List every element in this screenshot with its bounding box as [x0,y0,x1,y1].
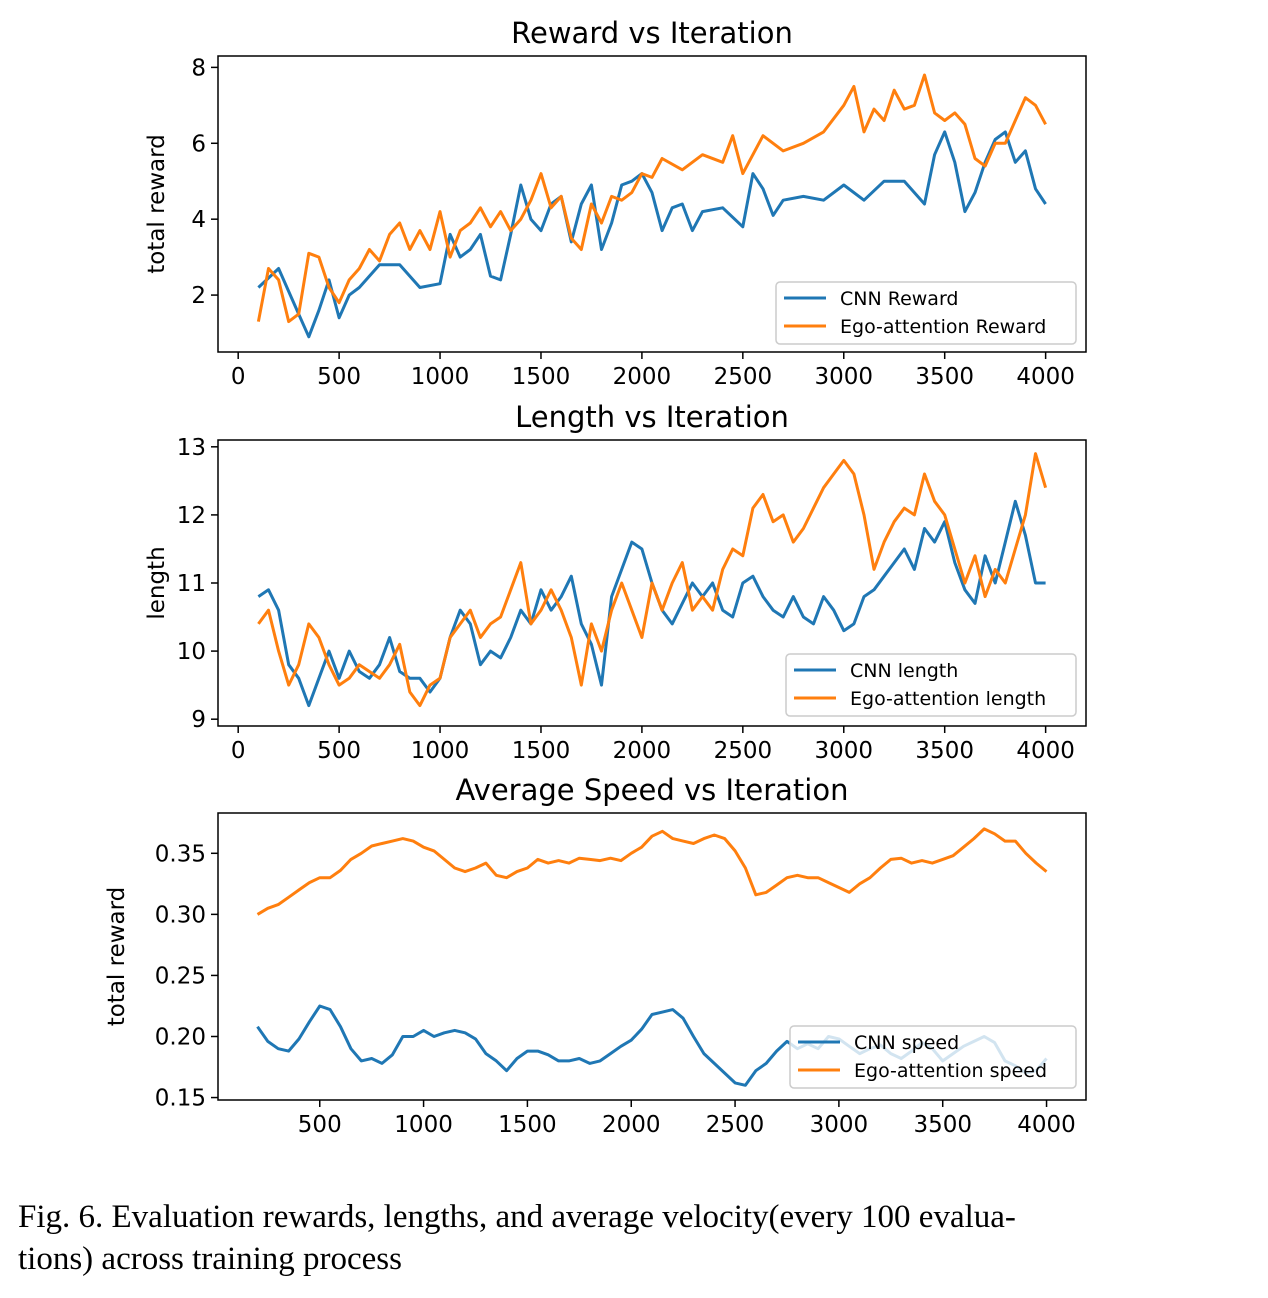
series-line-ego [256,827,1048,916]
x-tick-label: 2500 [706,1112,765,1138]
x-tick-label: 3000 [814,738,873,764]
x-tick-label: 500 [317,738,361,764]
y-tick-label: 4 [191,207,206,233]
y-tick-label: 0.15 [155,1086,206,1112]
legend-box [775,281,1077,345]
chart-panel-1: Reward vs Iteration 0 500 1000 1500 2000 2500 3… [144,16,1087,390]
legend-box [785,653,1077,717]
x-tick-label: 500 [317,364,361,390]
x-tick-label: 1500 [512,738,571,764]
legend-label: CNN length [850,660,958,682]
y-tick-label: 11 [177,571,206,597]
figure-caption: Fig. 6. Evaluation rewards, lengths, and… [18,1196,1258,1280]
x-tick-label: 3500 [915,364,974,390]
x-tick-label: 3000 [814,364,873,390]
x-tick-label: 4000 [1017,1112,1076,1138]
series-line-ego [257,452,1048,708]
x-tick-label: 2500 [714,738,773,764]
x-tick-label: 4000 [1016,738,1075,764]
legend-label: Ego-attention speed [854,1060,1047,1082]
x-tick-label: 1000 [411,738,470,764]
chart-panel-3: Average Speed vs Iteration 500 1000 1500 200… [104,773,1087,1138]
series-line-cnn [257,130,1047,339]
x-tick-label: 2000 [602,1112,661,1138]
y-tick-label: 9 [191,707,206,733]
y-tick-label: 13 [177,435,206,461]
y-tick-label: 0.20 [155,1024,206,1050]
legend-label: CNN speed [854,1032,959,1054]
y-axis-label: total reward [104,887,130,1027]
chart-title: Length vs Iteration [515,400,789,434]
legend-label: Ego-attention length [850,688,1046,710]
x-tick-label: 2500 [714,364,773,390]
x-tick-label: 0 [231,364,246,390]
y-axis-label: length [144,546,170,619]
legend-box [789,1025,1077,1089]
x-tick-label: 2000 [613,738,672,764]
y-tick-label: 10 [177,639,206,665]
legend: CNN speed Ego-attention speed [789,1025,1077,1089]
y-tick-label: 0.30 [155,902,206,928]
legend-label: Ego-attention Reward [840,316,1046,338]
legend: CNN length Ego-attention length [785,653,1077,717]
x-tick-label: 1000 [394,1112,453,1138]
y-axis-label: total reward [144,134,170,274]
y-tick-label: 12 [177,503,206,529]
plot-frame [217,812,1087,1101]
chart-title: Reward vs Iteration [511,16,793,50]
x-tick-label: 1500 [498,1112,557,1138]
y-tick-label: 2 [191,283,206,309]
y-tick-label: 8 [191,55,206,81]
caption-line-1: Fig. 6. Evaluation rewards, lengths, and… [18,1199,1016,1235]
x-tick-label: 1000 [411,364,470,390]
y-tick-label: 0.35 [155,841,206,867]
legend: CNN Reward Ego-attention Reward [775,281,1077,345]
caption-line-2: tions) across training process [18,1241,402,1277]
x-tick-label: 3500 [915,738,974,764]
x-tick-label: 4000 [1016,364,1075,390]
x-tick-label: 0 [231,738,246,764]
y-tick-label: 6 [191,131,206,157]
x-tick-label: 3000 [810,1112,869,1138]
legend-label: CNN Reward [840,288,959,310]
series-line-ego [256,73,1047,324]
chart-title: Average Speed vs Iteration [456,773,849,807]
plot-frame [217,55,1087,353]
x-tick-label: 2000 [613,364,672,390]
x-tick-label: 500 [298,1112,342,1138]
chart-panel-2: Length vs Iteration 0 500 1000 1500 2000 2500 3… [144,400,1087,764]
y-tick-label: 0.25 [155,963,206,989]
x-tick-label: 3500 [913,1112,972,1138]
x-tick-label: 1500 [512,364,571,390]
